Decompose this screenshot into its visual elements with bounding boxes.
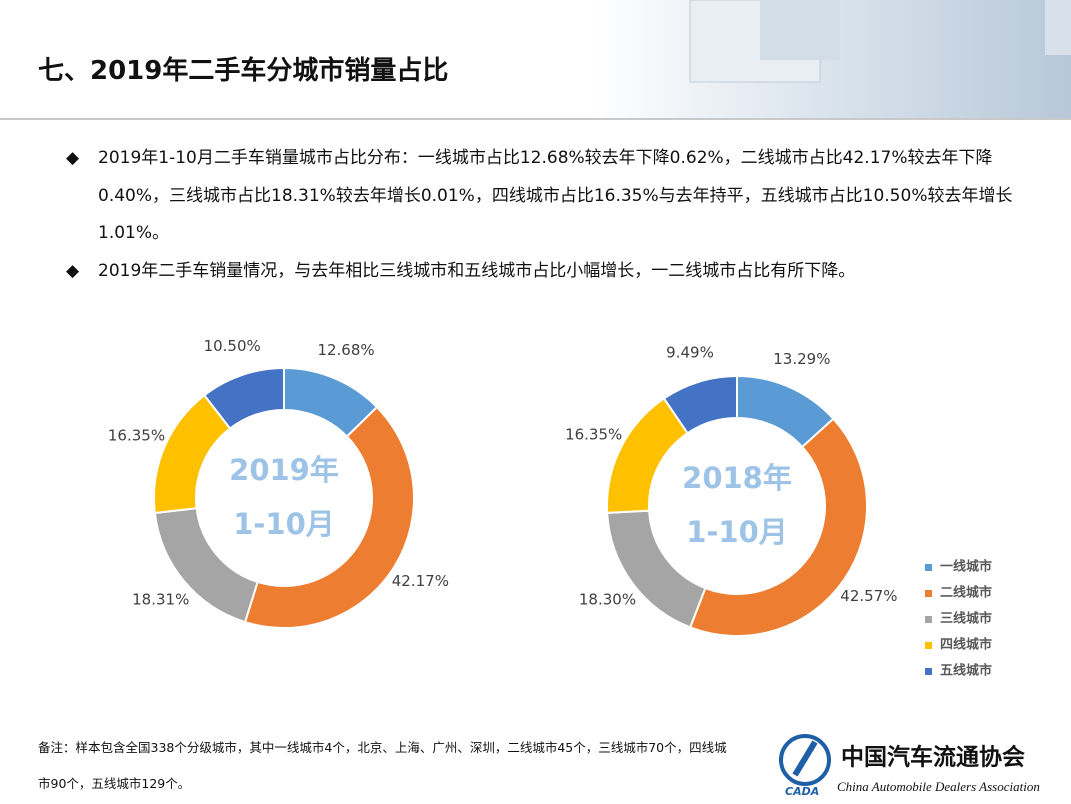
donut-segment xyxy=(662,374,738,435)
data-label: 42.57% xyxy=(840,587,897,605)
header: 七、2019年二手车分城市销量占比 xyxy=(0,0,1071,120)
data-label: 10.50% xyxy=(204,337,261,355)
center-label: 2019年 xyxy=(229,453,339,487)
bullet: ◆ 2019年二手车销量情况，与去年相比三线城市和五线城市占比小幅增长，一二线城市… xyxy=(66,253,1026,291)
bullet-text: 2019年1-10月二手车销量城市占比分布：一线城市占比12.68%较去年下降0… xyxy=(98,148,1013,243)
charts: 12.68% 42.17% 18.31% 16.35% 10.50% 2019年 1-10月… xyxy=(108,337,992,679)
legend-label: 一线城市 xyxy=(940,559,992,575)
data-label: 16.35% xyxy=(565,425,622,443)
legend-swatch xyxy=(925,616,932,623)
center-label: 1-10月 xyxy=(233,507,335,541)
logo-icon xyxy=(792,740,818,777)
legend-swatch xyxy=(925,590,932,597)
slide-title: 七、2019年二手车分城市销量占比 xyxy=(38,56,449,86)
bullet-text: 2019年二手车销量情况，与去年相比三线城市和五线城市占比小幅增长，一二线城市占… xyxy=(98,261,856,281)
legend-swatch xyxy=(925,668,932,675)
legend-swatch xyxy=(925,564,932,571)
legend-label: 三线城市 xyxy=(940,611,992,627)
donut-segment xyxy=(202,366,285,430)
data-label: 12.68% xyxy=(317,341,374,359)
footnote: 备注：样本包含全国338个分级城市，其中一线城市4个，北京、上海、广州、深圳，二… xyxy=(38,740,727,791)
legend-swatch xyxy=(925,642,932,649)
donut-segment xyxy=(688,417,868,637)
bullet: ◆ 2019年1-10月二手车销量城市占比分布：一线城市占比12.68%较去年下降… xyxy=(66,140,1026,253)
data-label: 18.30% xyxy=(579,590,636,608)
data-label: 16.35% xyxy=(108,427,165,445)
logo-name: 中国汽车流通协会 xyxy=(841,744,1025,771)
center-label: 1-10月 xyxy=(686,515,788,549)
legend-label: 四线城市 xyxy=(940,637,992,653)
logo: CADA 中国汽车流通协会 China Automobile Dealers A… xyxy=(779,734,1040,798)
logo-icon xyxy=(779,734,831,786)
legend-label: 二线城市 xyxy=(940,585,992,601)
header-decoration xyxy=(689,0,1071,83)
legend-label: 五线城市 xyxy=(940,663,992,679)
data-label: 9.49% xyxy=(666,344,714,362)
center-label: 2018年 xyxy=(682,461,792,495)
data-label: 18.31% xyxy=(132,590,189,608)
logo-english: China Automobile Dealers Association xyxy=(837,779,1040,794)
donut-segment xyxy=(243,405,415,629)
logo-abbr: CADA xyxy=(785,785,819,798)
data-label: 42.17% xyxy=(392,572,449,590)
data-label: 13.29% xyxy=(773,350,830,368)
